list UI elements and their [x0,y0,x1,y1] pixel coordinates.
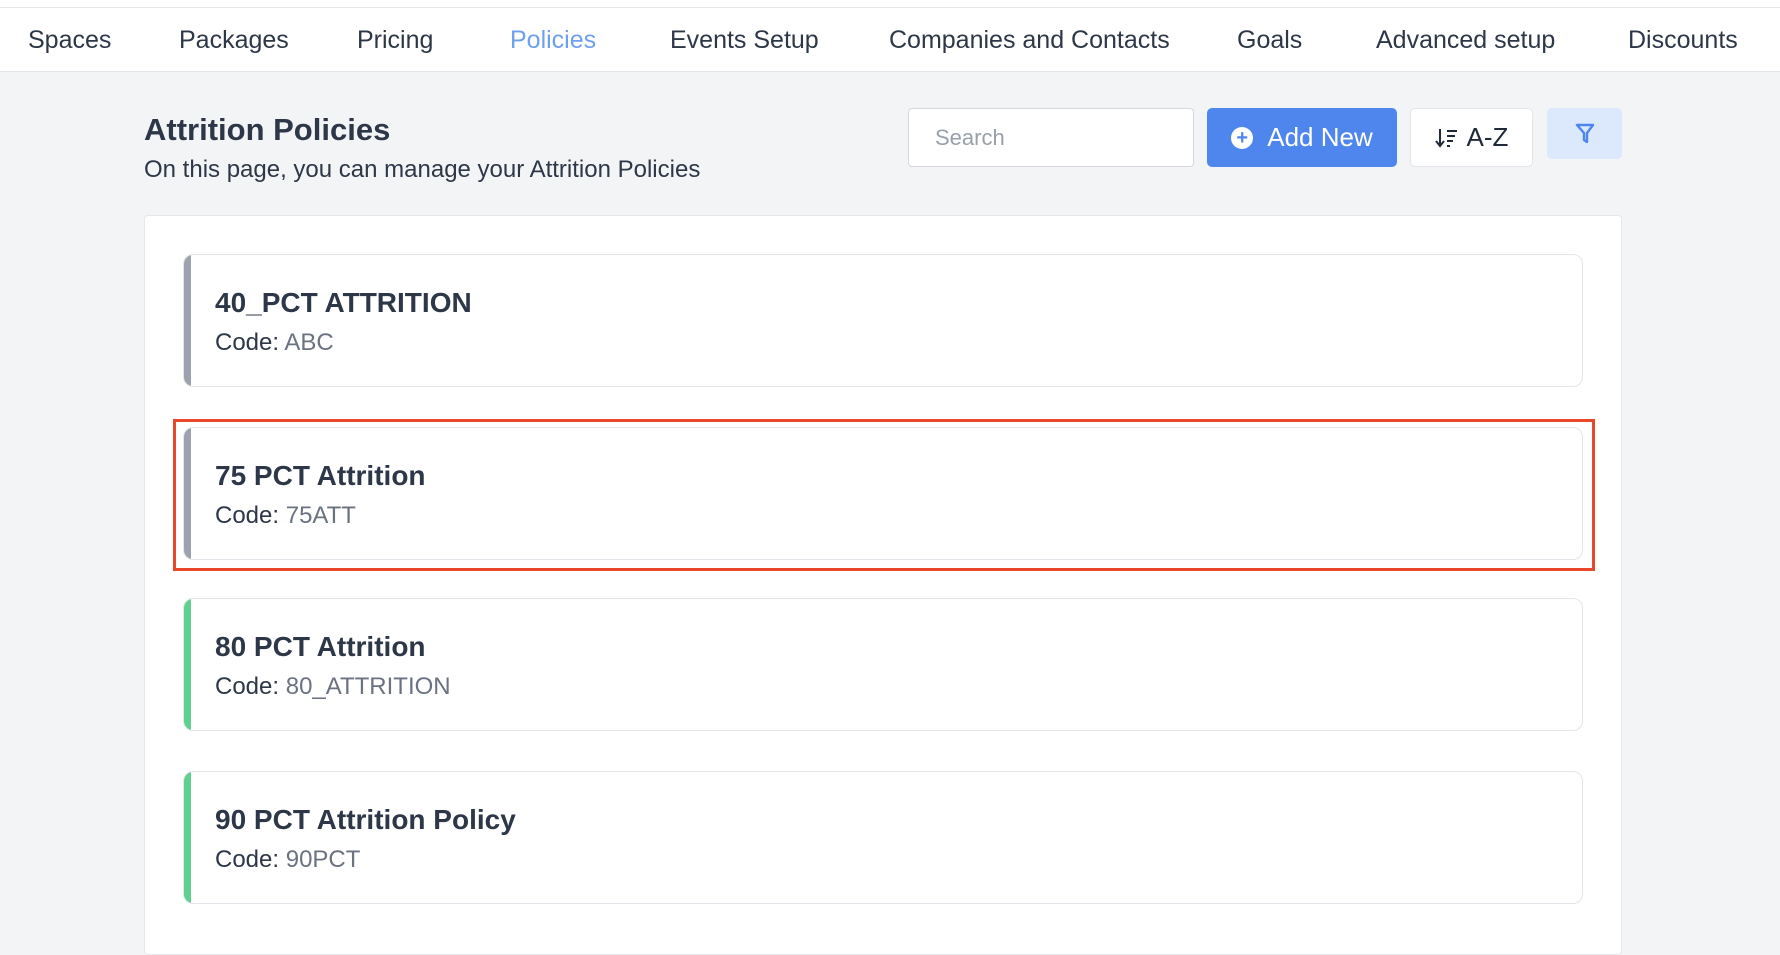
sort-button[interactable]: A-Z [1410,108,1533,167]
nav-pricing[interactable]: Pricing [357,26,434,54]
policy-card[interactable]: 80 PCT Attrition Code: 80_ATTRITION [183,598,1583,731]
page-subtitle: On this page, you can manage your Attrit… [144,156,701,183]
nav-packages[interactable]: Packages [179,26,289,54]
status-bar [184,599,191,730]
code-label: Code: [215,329,280,356]
code-label: Code: [215,846,280,873]
top-nav: Spaces Packages Pricing Policies Events … [0,8,1780,72]
search-input[interactable] [908,108,1194,167]
plus-circle-icon: + [1231,126,1254,149]
code-label: Code: [215,673,280,700]
policy-code: Code: 90PCT [215,846,360,874]
policy-card[interactable]: 40_PCT ATTRITION Code: ABC [183,254,1583,387]
code-value: ABC [284,329,334,356]
nav-companies-and-contacts[interactable]: Companies and Contacts [889,26,1170,54]
nav-events-setup[interactable]: Events Setup [670,26,819,54]
status-bar [184,428,191,559]
status-bar [184,772,191,903]
nav-discounts[interactable]: Discounts [1628,26,1738,54]
policy-name: 80 PCT Attrition [215,631,426,662]
policy-code: Code: 80_ATTRITION [215,673,451,701]
policy-name: 90 PCT Attrition Policy [215,804,516,835]
page-title: Attrition Policies [144,112,391,147]
add-new-button[interactable]: + Add New [1207,108,1397,167]
sort-descending-icon [1434,128,1457,148]
status-bar [184,255,191,386]
policy-card[interactable]: 90 PCT Attrition Policy Code: 90PCT [183,771,1583,904]
code-value: 80_ATTRITION [285,673,451,700]
policy-code: Code: 75ATT [215,502,356,530]
sort-label: A-Z [1466,122,1509,152]
code-label: Code: [215,502,280,529]
policy-code: Code: ABC [215,329,334,357]
filter-button[interactable] [1547,108,1622,159]
nav-goals[interactable]: Goals [1237,26,1303,54]
code-value: 75ATT [285,502,356,529]
policy-name: 40_PCT ATTRITION [215,287,472,318]
funnel-icon [1575,123,1594,143]
nav-advanced-setup[interactable]: Advanced setup [1376,26,1556,54]
top-border [0,0,1780,8]
nav-policies[interactable]: Policies [510,26,597,54]
policy-name: 75 PCT Attrition [215,460,426,491]
policy-card[interactable]: 75 PCT Attrition Code: 75ATT [183,427,1583,560]
add-new-label: Add New [1267,122,1373,152]
code-value: 90PCT [285,846,361,873]
nav-spaces[interactable]: Spaces [28,26,112,54]
